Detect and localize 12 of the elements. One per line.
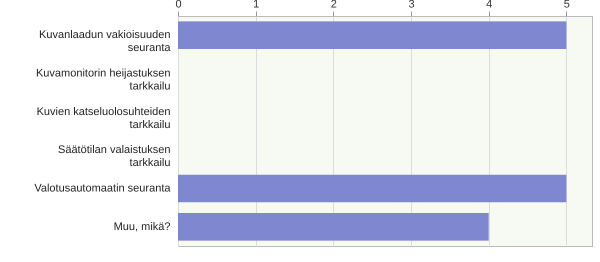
y-tick-label: Kuvien katseluolosuhteiden tarkkailu bbox=[36, 106, 170, 131]
x-tick-label: 4 bbox=[486, 0, 492, 10]
x-tick-label: 0 bbox=[175, 0, 182, 10]
y-tick-label: Kuvamonitorin heijastuksen tarkkailu bbox=[36, 68, 170, 92]
x-tick-label: 1 bbox=[253, 0, 260, 10]
y-tick-label: Muu, mikä? bbox=[114, 220, 170, 233]
y-tick-label: Kuvanlaadun vakioisuuden seuranta bbox=[39, 29, 172, 54]
y-tick-label: Valotusautomaatin seuranta bbox=[34, 182, 172, 194]
x-tick-label: 5 bbox=[564, 0, 570, 10]
y-tick-label: Säätötilan valaistuksen tarkkailu bbox=[58, 144, 170, 170]
x-tick-label: 2 bbox=[330, 0, 337, 10]
x-tick-label: 3 bbox=[408, 0, 415, 10]
